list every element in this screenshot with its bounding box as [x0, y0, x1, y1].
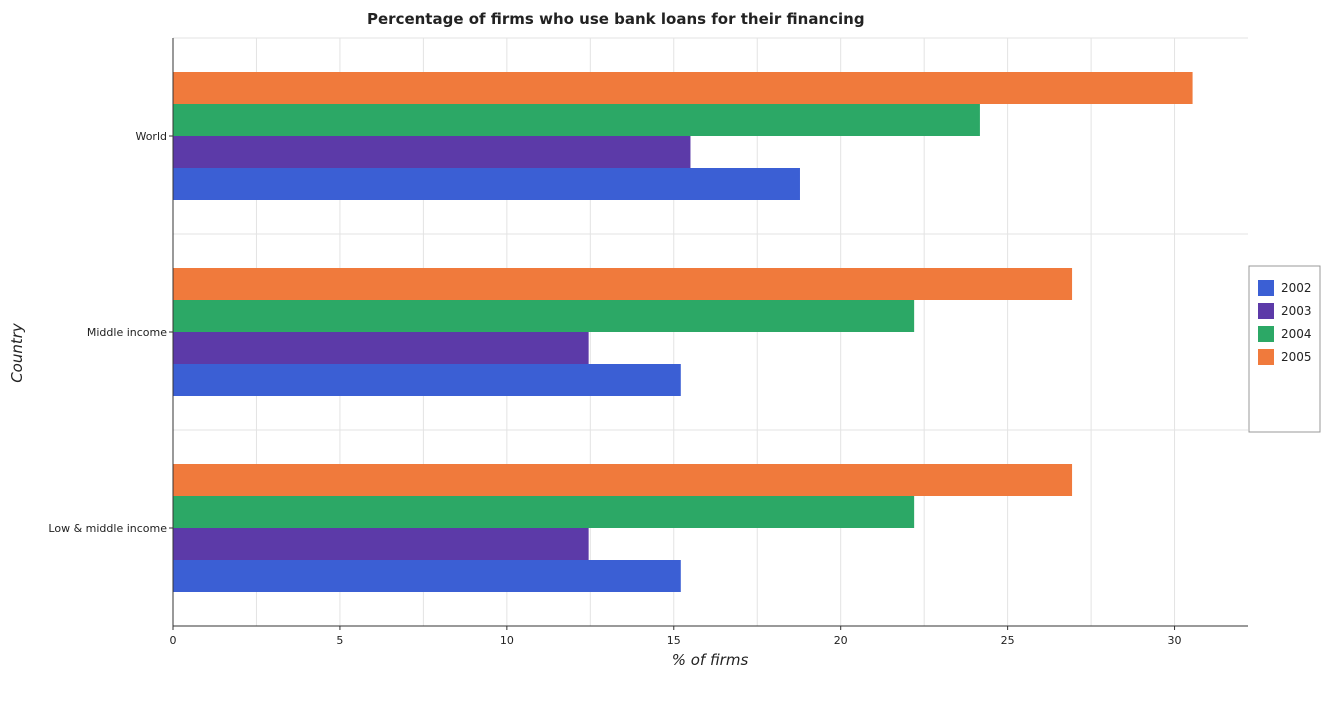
tick-labels: Low & middle income Middle income World 0 5 1… [48, 130, 1181, 647]
bar-2004-2 [173, 104, 980, 136]
chart-title: Percentage of firms who use bank loans f… [367, 10, 865, 28]
legend-label: 2003 [1281, 304, 1312, 318]
bar-2002-2 [173, 168, 800, 200]
legend-label: 2005 [1281, 350, 1312, 364]
legend-swatch [1258, 303, 1274, 319]
axes [169, 38, 1248, 630]
y-tick-label: Middle income [87, 326, 167, 339]
legend: 2002 2003 2004 2005 [1248, 265, 1321, 433]
bar-2003-2 [173, 136, 691, 168]
bar-2005-2 [173, 72, 1193, 104]
legend-label: 2002 [1281, 281, 1312, 295]
x-tick-label: 0 [170, 634, 177, 647]
y-axis-label: Country [8, 322, 26, 383]
bar-2004-0 [173, 496, 915, 528]
legend-label: 2004 [1281, 327, 1312, 341]
bar-2002-1 [173, 364, 681, 396]
y-tick-label: World [135, 130, 167, 143]
x-tick-label: 5 [336, 634, 343, 647]
bar-2003-0 [173, 528, 589, 560]
bar-2003-1 [173, 332, 589, 364]
legend-swatch [1258, 349, 1274, 365]
y-tick-label: Low & middle income [48, 522, 167, 535]
x-tick-label: 10 [500, 634, 514, 647]
x-axis-label: % of firms [672, 651, 749, 669]
bar-2002-0 [173, 560, 681, 592]
bars [173, 72, 1193, 592]
legend-swatch [1258, 326, 1274, 342]
x-tick-label: 25 [1001, 634, 1015, 647]
bar-2005-1 [173, 268, 1073, 300]
x-tick-label: 15 [667, 634, 681, 647]
x-tick-label: 30 [1168, 634, 1182, 647]
bar-2004-1 [173, 300, 915, 332]
x-tick-label: 20 [834, 634, 848, 647]
legend-swatch [1258, 280, 1274, 296]
bar-2005-0 [173, 464, 1073, 496]
